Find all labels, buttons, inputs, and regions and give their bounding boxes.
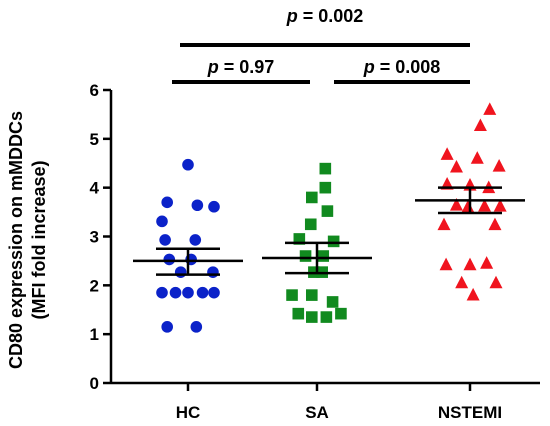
y-tick-label: 4 <box>90 179 100 198</box>
data-point-nstemi <box>440 147 454 160</box>
y-tick-label: 2 <box>90 276 99 295</box>
y-tick-label: 5 <box>90 130 99 149</box>
data-point-hc <box>161 321 173 333</box>
y-tick-label: 0 <box>90 374 99 393</box>
p-value-label: p = 0.008 <box>363 57 441 77</box>
p-value: = 0.002 <box>298 6 364 26</box>
p-symbol: p <box>286 6 298 26</box>
y-axis-title-line2: (MFI fold increase) <box>29 160 49 319</box>
data-point-nstemi <box>449 159 463 173</box>
data-point-hc <box>190 321 203 333</box>
data-point-sa <box>306 289 318 301</box>
data-point-hc <box>161 196 173 209</box>
data-point-nstemi <box>439 257 453 271</box>
p-value: = 0.97 <box>219 57 275 77</box>
data-point-hc <box>159 234 171 246</box>
data-point-sa <box>306 311 318 323</box>
y-tick-label: 6 <box>90 81 99 100</box>
data-point-nstemi <box>461 200 475 213</box>
y-tick-label: 1 <box>90 325 99 344</box>
data-point-sa <box>292 307 305 320</box>
data-point-sa <box>319 162 332 175</box>
data-point-nstemi <box>489 275 503 289</box>
mean-sem-bars <box>133 186 525 276</box>
data-point-sa <box>304 218 317 231</box>
data-point-hc <box>156 215 168 228</box>
data-point-hc <box>208 200 220 213</box>
data-point-nstemi <box>466 287 480 301</box>
data-point-sa <box>306 191 318 204</box>
x-tick-label: NSTEMI <box>438 403 502 422</box>
data-point-sa <box>321 205 334 217</box>
data-point-hc <box>163 253 176 266</box>
axes: 0 1 2 3 4 5 6 HC SA NSTEMI <box>90 81 540 422</box>
data-point-sa <box>293 233 306 245</box>
data-point-sa <box>335 307 347 320</box>
data-point-nstemi <box>488 217 502 231</box>
data-point-sa <box>286 289 298 301</box>
data-point-hc <box>156 286 168 299</box>
x-tick-label: SA <box>305 403 329 422</box>
data-point-nstemi <box>449 198 463 211</box>
data-point-hc <box>207 266 219 278</box>
p-value-label: p = 0.97 <box>207 57 275 77</box>
y-tick-label: 3 <box>90 228 99 247</box>
data-point-nstemi <box>470 151 484 164</box>
data-point-sa <box>319 181 332 194</box>
y-axis-title: CD80 expression on mMDDCs (MFI fold incr… <box>6 111 49 369</box>
y-axis-title-line1: CD80 expression on mMDDCs <box>6 111 26 369</box>
p-symbol: p <box>363 57 375 77</box>
data-point-hc <box>169 286 182 299</box>
data-point-nstemi <box>480 256 494 269</box>
data-point-nstemi <box>492 158 506 172</box>
data-point-hc <box>196 286 209 299</box>
data-point-nstemi <box>478 199 492 212</box>
data-point-hc <box>208 286 220 299</box>
data-points <box>156 102 507 333</box>
data-point-sa <box>327 235 340 248</box>
data-point-nstemi <box>483 102 497 115</box>
data-point-nstemi <box>493 199 507 212</box>
p-symbol: p <box>207 57 219 77</box>
data-point-hc <box>182 158 194 171</box>
data-point-hc <box>174 266 187 278</box>
data-point-hc <box>191 199 204 212</box>
data-point-nstemi <box>473 118 487 132</box>
data-point-nstemi <box>455 275 469 289</box>
p-value: = 0.008 <box>375 57 441 77</box>
data-point-sa <box>317 250 330 262</box>
data-point-sa <box>299 250 312 262</box>
data-point-hc <box>189 234 202 246</box>
data-point-sa <box>320 311 333 323</box>
data-point-sa <box>326 296 339 308</box>
data-point-hc <box>182 286 194 299</box>
data-point-nstemi <box>463 257 477 271</box>
data-point-nstemi <box>437 217 451 231</box>
p-value-label: p = 0.002 <box>286 6 364 26</box>
x-tick-label: HC <box>176 403 201 422</box>
